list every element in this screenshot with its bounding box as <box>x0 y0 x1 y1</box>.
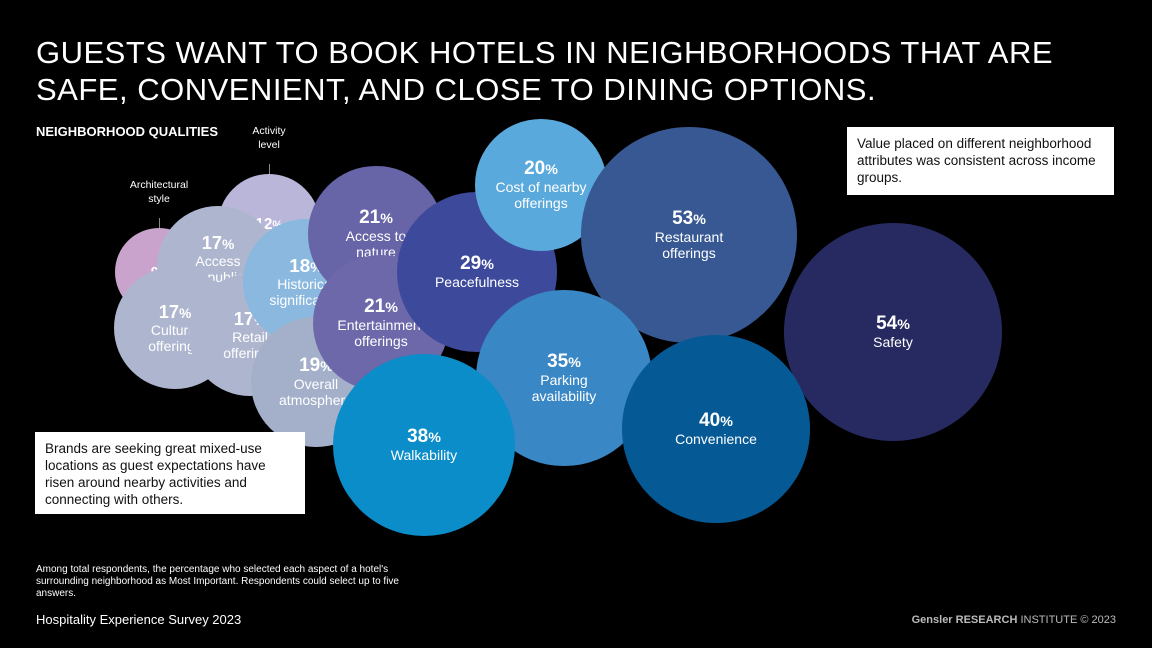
bubble-value: 29% <box>460 252 494 274</box>
label-leader-line <box>159 217 160 228</box>
bubble-label: Activity level <box>252 124 286 151</box>
bubble-value: 17% <box>158 301 192 323</box>
bubble-label: Cost of nearby offerings <box>495 178 587 211</box>
brand-logo: Gensler RESEARCH INSTITUTE © 2023 <box>912 614 1116 626</box>
bubble-label: Restaurant offerings <box>654 228 724 261</box>
bubble-label: Convenience <box>675 430 757 447</box>
label-leader-line <box>269 163 270 174</box>
bubble-value: 38% <box>407 425 441 447</box>
bubble-value: 54% <box>876 312 910 334</box>
bubble-walkability: 38% Walkability <box>332 353 516 537</box>
chart-subtitle: NEIGHBORHOOD QUALITIES <box>36 124 219 139</box>
bubble-value: 20% <box>524 157 558 179</box>
bubble-label: Safety <box>873 333 913 350</box>
bubble-value: 35% <box>547 350 581 372</box>
page-title: GUESTS WANT TO BOOK HOTELS IN NEIGHBORHO… <box>36 35 1054 107</box>
bubble-label: Parking availability <box>531 371 597 404</box>
bubble-safety: 54% Safety <box>784 223 1002 441</box>
brand-copyright: © 2023 <box>1080 614 1116 626</box>
bubble-label: Peacefulness <box>434 273 520 290</box>
bubble-label: Overall atmosphere <box>279 375 353 408</box>
bubble-value: 40% <box>699 409 733 431</box>
bubble-value: 21% <box>364 295 398 317</box>
footnote: Among total respondents, the percentage … <box>36 564 399 599</box>
bubble-convenience: 40% Convenience <box>622 335 810 523</box>
brand-gensler: Gensler <box>911 614 953 626</box>
callout-income-groups: Value placed on different neighborhood a… <box>847 127 1114 195</box>
bubble-value: 19% <box>299 354 333 376</box>
bubble-value: 21% <box>359 206 393 228</box>
bubble-label: Walkability <box>390 446 458 463</box>
bubble-label: Architectural style <box>129 178 189 205</box>
bubble-value: 53% <box>672 207 706 229</box>
survey-source: Hospitality Experience Survey 2023 <box>36 612 242 627</box>
bubble-label: Entertainment offerings <box>337 316 425 349</box>
brand-institute: INSTITUTE <box>1020 614 1078 626</box>
bubble-label: Cultural offerings <box>148 321 202 354</box>
bubble-value: 17% <box>201 232 235 254</box>
brand-research: RESEARCH <box>955 614 1018 626</box>
callout-mixed-use: Brands are seeking great mixed-use locat… <box>35 432 305 514</box>
